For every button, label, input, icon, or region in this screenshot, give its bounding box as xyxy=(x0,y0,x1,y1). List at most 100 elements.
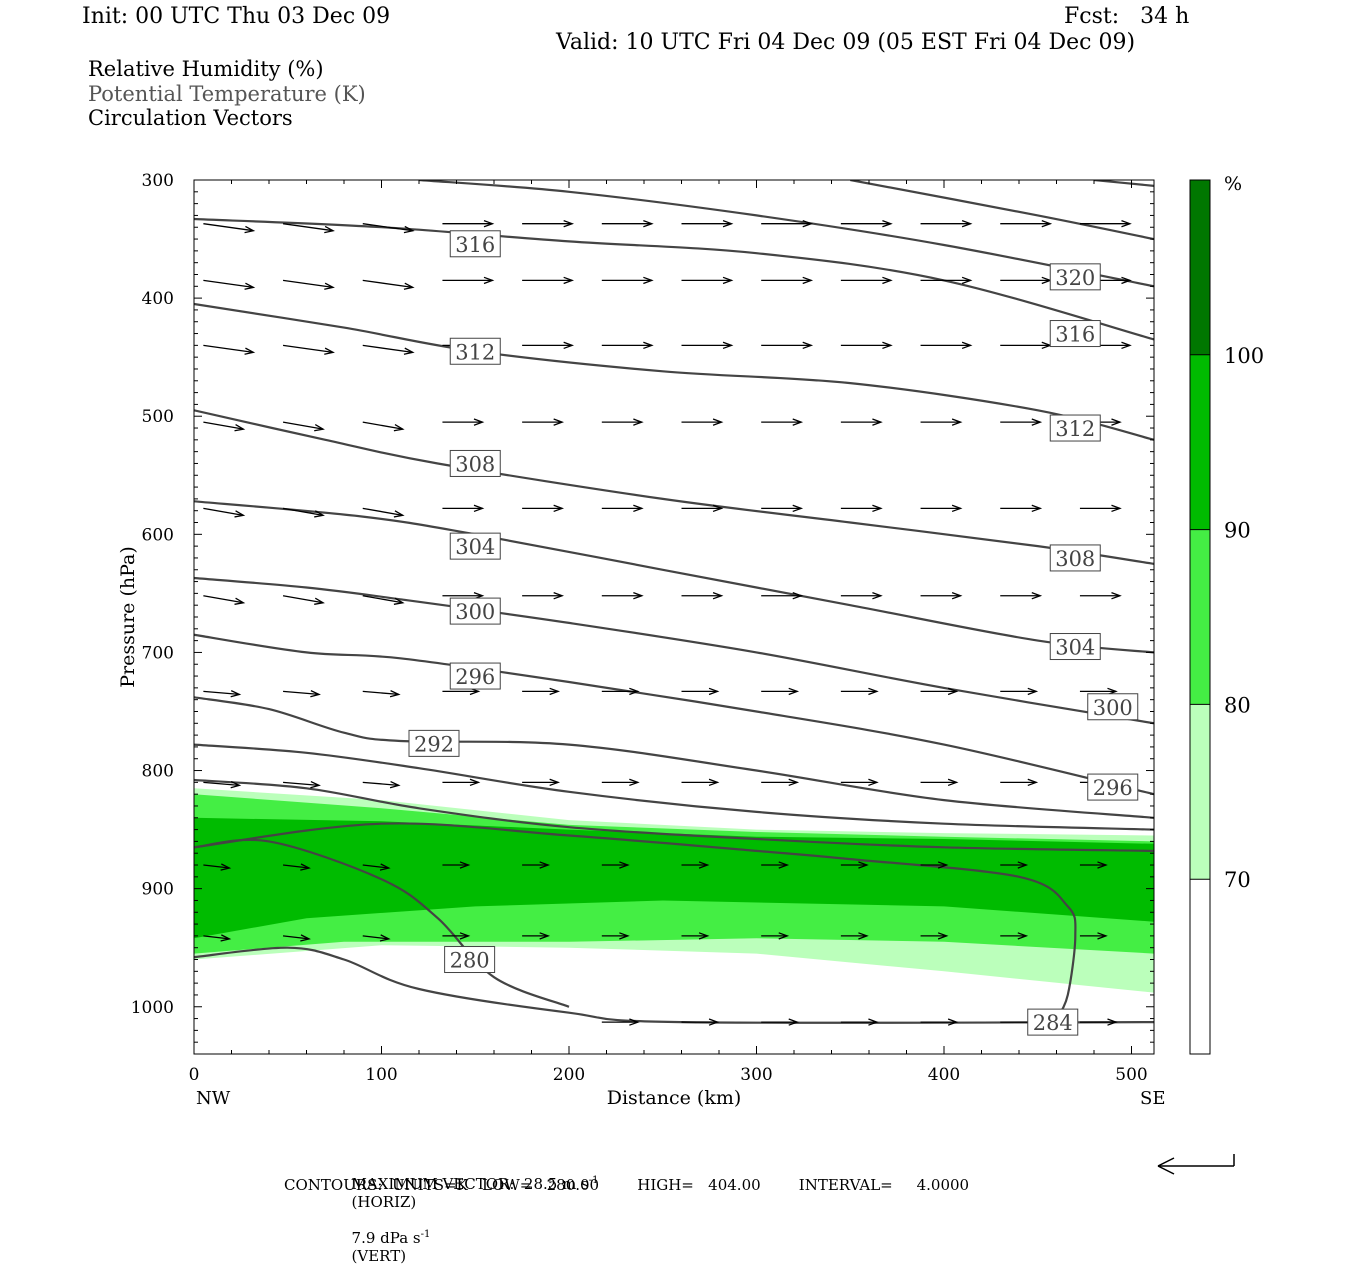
circulation-vector-head xyxy=(244,347,256,355)
max-vector-horiz-unit: (HORIZ) xyxy=(351,1193,417,1211)
theta-contour-284 xyxy=(194,946,1154,1024)
circulation-vector-head xyxy=(788,1018,800,1026)
circulation-vector xyxy=(362,690,399,696)
circulation-vector xyxy=(362,507,403,516)
x-axis-label: Distance (km) xyxy=(607,1087,742,1109)
contour-label: 296 xyxy=(455,665,495,689)
circulation-vector xyxy=(282,223,334,232)
contour-label-box xyxy=(1049,544,1101,572)
circulation-vector-head xyxy=(858,932,869,940)
circulation-vector-head xyxy=(712,592,724,600)
circulation-vector-head xyxy=(882,220,893,228)
circulation-vector xyxy=(362,864,389,869)
circulation-vector-head xyxy=(858,861,869,869)
circulation-vector-head xyxy=(469,778,481,787)
circulation-vector-head xyxy=(619,861,630,869)
circulation-vector xyxy=(282,344,334,353)
circulation-vector xyxy=(362,279,413,289)
circulation-vector-head xyxy=(549,687,561,696)
circulation-vector-head xyxy=(1111,418,1122,426)
circulation-vector xyxy=(203,507,244,516)
circulation-vector-head xyxy=(802,276,814,285)
legend-relative-humidity: Relative Humidity (%) xyxy=(88,57,324,81)
circulation-vector-head xyxy=(1111,504,1122,513)
circulation-vector-head xyxy=(722,341,734,350)
circulation-vector-head xyxy=(802,341,814,350)
circulation-vector-head xyxy=(1097,861,1108,869)
circulation-vector-head xyxy=(629,687,640,696)
contour-label: 320 xyxy=(1055,266,1095,290)
reference-vector-icon xyxy=(1157,1154,1235,1175)
circulation-vector xyxy=(362,595,403,604)
theta-contour-300 xyxy=(194,576,1154,725)
circulation-vector-head xyxy=(403,347,415,355)
circulation-vector xyxy=(203,344,254,353)
contour-label: 292 xyxy=(414,732,454,756)
circulation-vector-head xyxy=(722,276,734,285)
theta-contour-280 xyxy=(194,838,570,1008)
circulation-vector xyxy=(282,507,324,516)
theta-contour-304 xyxy=(194,500,1154,654)
circulation-vector-head xyxy=(310,780,321,789)
circulation-vector xyxy=(362,781,399,786)
contour-label-box xyxy=(1049,633,1101,661)
circulation-vector xyxy=(362,344,413,353)
contour-label: 280 xyxy=(450,949,490,973)
circulation-vector-head xyxy=(234,424,246,432)
circulation-vector-head xyxy=(788,687,800,696)
circulation-vector xyxy=(203,690,240,696)
circulation-vector-head xyxy=(712,418,724,426)
theta-contour-324 xyxy=(850,180,1154,241)
contour-label-box xyxy=(444,946,496,974)
circulation-vector-head xyxy=(643,341,654,350)
circulation-vector xyxy=(282,421,324,430)
theta-contour-308 xyxy=(194,409,1154,565)
circulation-vector-head xyxy=(473,418,485,426)
circulation-vector-head xyxy=(244,282,256,290)
colorbar-label: 80 xyxy=(1224,693,1251,717)
theta-contour-292 xyxy=(194,743,1154,831)
circulation-vector-head xyxy=(314,597,325,605)
circulation-vector xyxy=(283,781,320,786)
circulation-vector-head xyxy=(792,418,804,426)
circulation-vector-head xyxy=(792,504,804,513)
circulation-vector-head xyxy=(961,341,973,350)
colorbar-segment xyxy=(1190,180,1210,355)
circulation-vector-head xyxy=(947,1018,959,1026)
y-tick-label: 800 xyxy=(142,762,174,782)
circulation-vector xyxy=(203,781,240,786)
x-end-left: NW xyxy=(196,1088,231,1109)
circulation-vector-head xyxy=(314,510,325,518)
circulation-vector-head xyxy=(1017,861,1029,869)
circulation-vector-head xyxy=(629,1018,640,1026)
forecast-hour: Fcst: 34 h xyxy=(1064,4,1190,29)
circulation-vector-head xyxy=(1111,592,1122,600)
theta-contour-292 xyxy=(194,696,1154,819)
circulation-vector xyxy=(203,935,230,940)
circulation-vector-head xyxy=(1027,687,1039,696)
circulation-vector-head xyxy=(868,687,879,696)
circulation-vector-head xyxy=(708,687,720,696)
contour-label-box xyxy=(449,597,501,625)
circulation-vector xyxy=(203,279,254,289)
circulation-vector-head xyxy=(788,778,800,787)
circulation-vector-head xyxy=(553,592,565,600)
max-vector-vert-value: 7.9 dPa s xyxy=(351,1229,421,1247)
circulation-vector-head xyxy=(1031,504,1043,513)
circulation-vector-head xyxy=(230,780,242,789)
circulation-vector xyxy=(282,279,334,289)
circulation-vector-head xyxy=(234,510,246,518)
contour-label: 312 xyxy=(1055,417,1095,441)
x-tick-label: 300 xyxy=(740,1065,772,1085)
circulation-vector-head xyxy=(792,592,804,600)
colorbar-segment xyxy=(1190,879,1210,1054)
circulation-vector xyxy=(203,864,230,869)
circulation-vector-head xyxy=(1031,418,1043,426)
contour-label-box xyxy=(1049,414,1101,442)
y-axis-label: Pressure (hPa) xyxy=(117,546,139,688)
circulation-vector-head xyxy=(379,934,391,942)
circulation-vector-head xyxy=(629,778,640,787)
circulation-vector-head xyxy=(708,1018,720,1026)
circulation-vector-head xyxy=(553,418,565,426)
contours-info: CONTOURS: UNITS=K LOW= 280.00 HIGH= 404.… xyxy=(284,1176,970,1194)
